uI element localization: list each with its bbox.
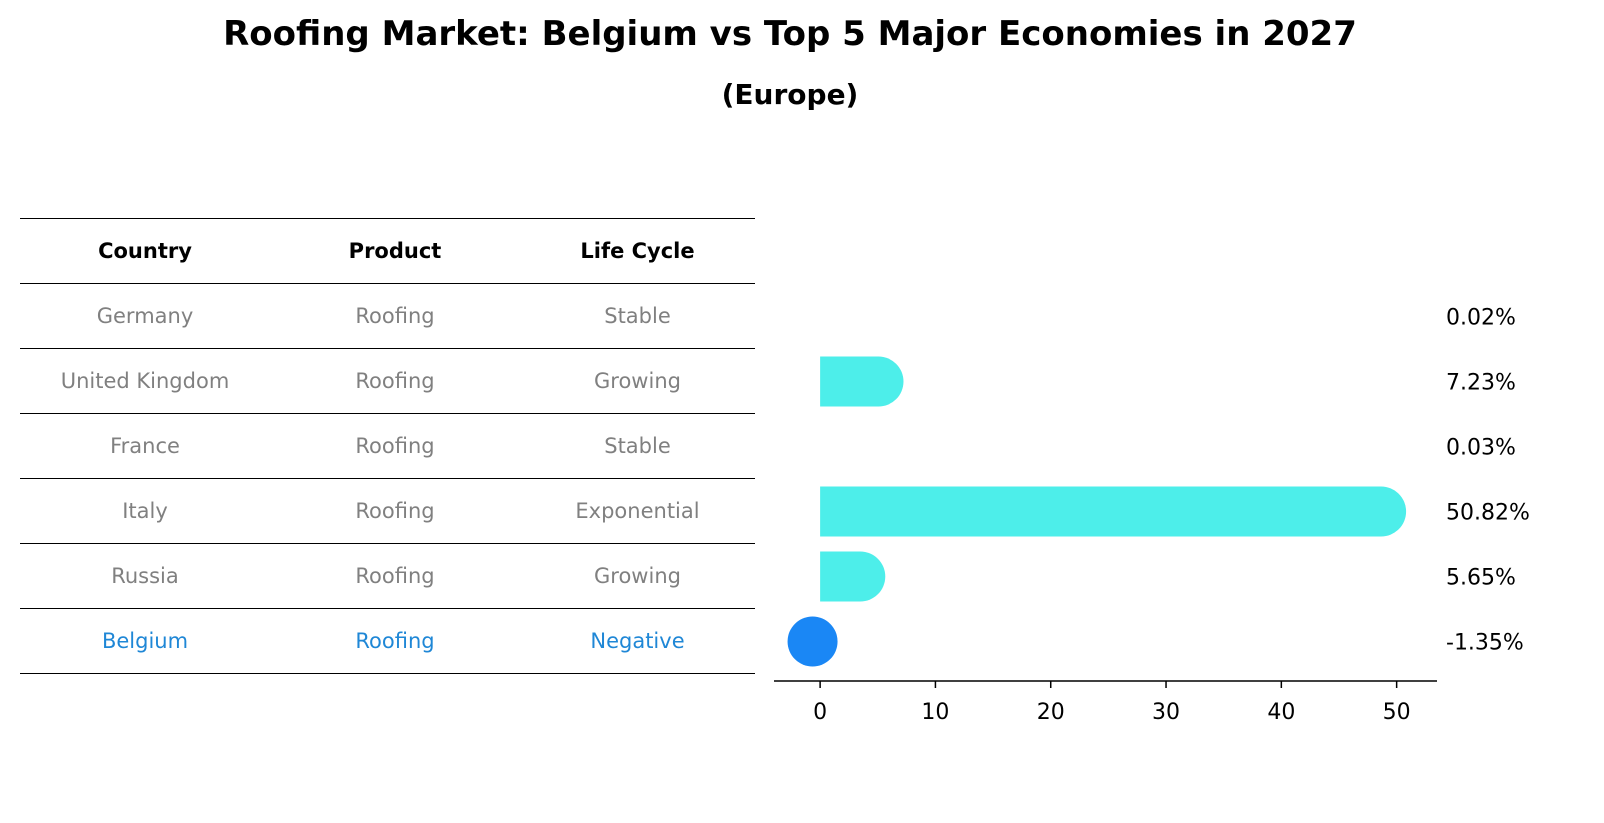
column-header-product: Product (270, 218, 520, 284)
x-tick-label: 30 (1152, 700, 1180, 725)
bar-belgium (787, 616, 838, 667)
bar-italy (820, 486, 1407, 537)
cell-product: Roofing (270, 283, 520, 349)
value-label: 0.03% (1446, 436, 1516, 461)
cell-country: United Kingdom (20, 348, 270, 414)
x-tick-label: 50 (1383, 700, 1411, 725)
value-label: -1.35% (1446, 631, 1524, 656)
cell-life-cycle: Negative (520, 608, 755, 674)
cell-country: France (20, 413, 270, 479)
cell-product: Roofing (270, 348, 520, 414)
bar-united-kingdom (820, 356, 904, 407)
table-row: Germany Roofing Stable (20, 283, 755, 349)
cell-product: Roofing (270, 543, 520, 609)
data-table: Country Product Life Cycle Germany Roofi… (20, 218, 755, 674)
cell-product: Roofing (270, 478, 520, 544)
cell-life-cycle: Stable (520, 283, 755, 349)
table-row: France Roofing Stable (20, 413, 755, 479)
table-row: Italy Roofing Exponential (20, 478, 755, 544)
column-header-life-cycle: Life Cycle (520, 218, 755, 284)
bar-russia (820, 551, 886, 602)
table-row: Russia Roofing Growing (20, 543, 755, 609)
table-header-row: Country Product Life Cycle (20, 218, 755, 284)
value-label: 0.02% (1446, 306, 1516, 331)
cell-life-cycle: Stable (520, 413, 755, 479)
x-tick-label: 10 (921, 700, 949, 725)
x-tick-label: 40 (1267, 700, 1295, 725)
cell-product: Roofing (270, 608, 520, 674)
value-label: 50.82% (1446, 501, 1530, 526)
cell-country: Germany (20, 283, 270, 349)
chart-subtitle: (Europe) (721, 78, 859, 111)
chart-title: Roofing Market: Belgium vs Top 5 Major E… (223, 14, 1357, 54)
x-tick-label: 0 (813, 700, 827, 725)
cell-life-cycle: Exponential (520, 478, 755, 544)
cell-country: Belgium (20, 608, 270, 674)
value-label: 5.65% (1446, 566, 1516, 591)
value-label: 7.23% (1446, 371, 1516, 396)
table-row: United Kingdom Roofing Growing (20, 348, 755, 414)
column-header-country: Country (20, 218, 270, 284)
cell-product: Roofing (270, 413, 520, 479)
cell-country: Italy (20, 478, 270, 544)
table-row-highlight: Belgium Roofing Negative (20, 608, 755, 674)
x-tick-label: 20 (1037, 700, 1065, 725)
cell-country: Russia (20, 543, 270, 609)
cell-life-cycle: Growing (520, 543, 755, 609)
